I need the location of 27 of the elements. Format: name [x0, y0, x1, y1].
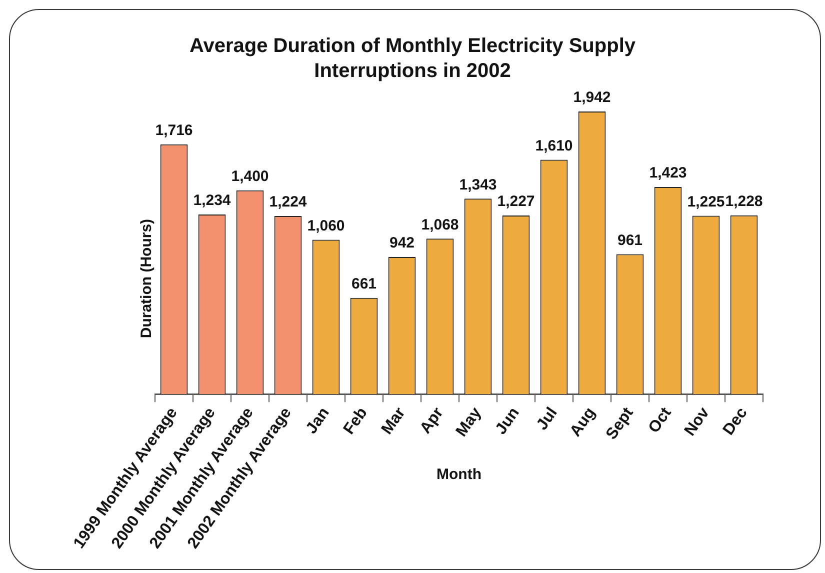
data-label: 1,610: [535, 137, 573, 154]
x-tick-label: Apr: [417, 404, 447, 437]
data-label: 1,225: [687, 193, 725, 210]
y-axis-title: Duration (Hours): [138, 218, 156, 338]
data-label: 1,400: [231, 168, 269, 185]
x-tick-label: Jul: [534, 404, 561, 434]
x-tick-label: Jan: [303, 404, 333, 437]
data-label: 1,068: [421, 216, 459, 234]
x-tick-label: Dec: [720, 404, 751, 438]
data-label: 1,228: [725, 192, 763, 210]
data-label: 1,227: [497, 193, 535, 210]
x-axis-title: Month: [436, 466, 482, 484]
x-tick-label: Oct: [646, 404, 676, 436]
x-tick-label: Mar: [378, 404, 409, 438]
data-label: 961: [617, 232, 643, 249]
data-label: 661: [351, 276, 377, 293]
data-label: 1,234: [193, 192, 232, 210]
x-tick-label: Jun: [492, 404, 523, 438]
x-tick-label: Feb: [340, 404, 372, 438]
data-label: 1,423: [649, 164, 687, 182]
chart-title: Average Duration of Monthly Electricity Supply Interruptions in 2002: [188, 34, 636, 84]
data-label: 1,942: [573, 89, 611, 106]
data-label: 1,343: [459, 176, 497, 194]
data-label: 942: [389, 234, 415, 252]
data-label: 1,716: [155, 122, 193, 139]
data-label: 1,224: [269, 194, 308, 211]
data-label: 1,060: [307, 217, 345, 234]
